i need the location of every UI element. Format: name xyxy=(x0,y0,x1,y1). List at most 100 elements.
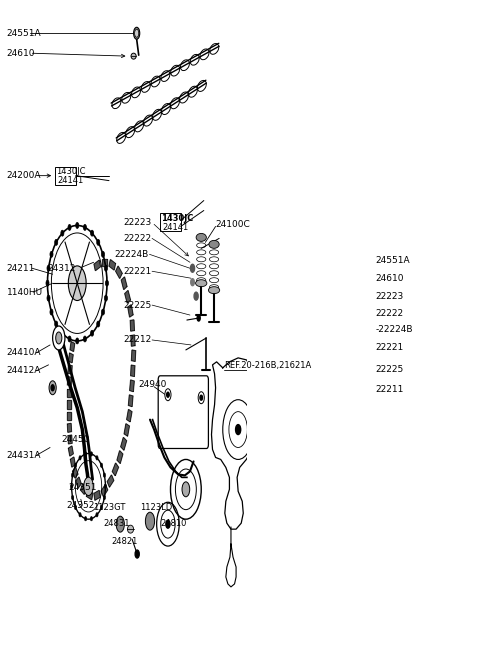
Text: 22224B: 22224B xyxy=(115,250,149,259)
Circle shape xyxy=(79,512,81,517)
Circle shape xyxy=(191,264,194,272)
Circle shape xyxy=(47,295,50,301)
Ellipse shape xyxy=(196,233,206,241)
Polygon shape xyxy=(71,457,75,467)
Circle shape xyxy=(90,516,93,521)
Text: 24141: 24141 xyxy=(162,223,189,232)
Text: 22225: 22225 xyxy=(375,365,404,374)
Text: 24211: 24211 xyxy=(7,263,35,273)
Polygon shape xyxy=(121,277,127,290)
Polygon shape xyxy=(68,365,72,374)
Polygon shape xyxy=(131,335,135,346)
Text: 22222: 22222 xyxy=(123,234,152,243)
Circle shape xyxy=(96,512,98,517)
Circle shape xyxy=(71,484,73,489)
Polygon shape xyxy=(107,475,114,487)
Circle shape xyxy=(167,392,169,397)
Circle shape xyxy=(50,309,53,315)
Text: 22221: 22221 xyxy=(123,267,152,276)
Text: 22223: 22223 xyxy=(375,292,404,301)
Circle shape xyxy=(55,239,58,245)
Circle shape xyxy=(103,495,106,500)
Text: 1430JC: 1430JC xyxy=(161,214,193,223)
Circle shape xyxy=(68,266,86,300)
Circle shape xyxy=(91,230,94,236)
Text: 1123GT: 1123GT xyxy=(93,503,125,512)
Circle shape xyxy=(101,309,105,315)
Circle shape xyxy=(91,330,94,336)
Circle shape xyxy=(134,30,139,37)
Polygon shape xyxy=(70,342,74,351)
Circle shape xyxy=(79,456,81,460)
Ellipse shape xyxy=(196,280,207,286)
Circle shape xyxy=(50,252,53,258)
Circle shape xyxy=(200,396,203,400)
Polygon shape xyxy=(109,260,116,270)
Polygon shape xyxy=(67,412,71,420)
Circle shape xyxy=(104,484,107,489)
Text: 24551A: 24551A xyxy=(7,29,41,37)
Polygon shape xyxy=(72,467,78,478)
Text: 22221: 22221 xyxy=(375,344,404,352)
Polygon shape xyxy=(68,376,72,386)
Polygon shape xyxy=(130,380,134,392)
Text: 22211: 22211 xyxy=(375,385,404,394)
Circle shape xyxy=(84,516,87,521)
Polygon shape xyxy=(102,259,108,266)
Circle shape xyxy=(90,452,93,456)
Polygon shape xyxy=(129,395,133,407)
Polygon shape xyxy=(117,451,123,463)
Polygon shape xyxy=(131,365,135,376)
Circle shape xyxy=(76,338,79,344)
Circle shape xyxy=(61,230,64,236)
Polygon shape xyxy=(125,290,131,303)
Polygon shape xyxy=(127,409,132,422)
Polygon shape xyxy=(86,489,93,500)
Circle shape xyxy=(194,292,198,300)
Polygon shape xyxy=(67,400,71,409)
Polygon shape xyxy=(130,320,134,331)
Text: 22222: 22222 xyxy=(375,309,404,317)
Ellipse shape xyxy=(131,53,136,59)
Circle shape xyxy=(51,385,54,391)
Text: 24610: 24610 xyxy=(7,49,35,58)
Polygon shape xyxy=(69,446,73,456)
Circle shape xyxy=(84,477,93,495)
Text: 22223: 22223 xyxy=(123,218,152,227)
Text: REF.20-216B,21621A: REF.20-216B,21621A xyxy=(224,361,312,371)
Circle shape xyxy=(334,272,340,284)
Text: 24810: 24810 xyxy=(160,518,187,528)
Text: 24450: 24450 xyxy=(62,435,90,444)
Ellipse shape xyxy=(209,240,219,248)
Circle shape xyxy=(56,332,62,344)
Circle shape xyxy=(103,473,106,477)
Circle shape xyxy=(341,381,345,389)
Circle shape xyxy=(106,280,108,286)
Text: 22225: 22225 xyxy=(123,301,152,309)
Polygon shape xyxy=(132,350,136,361)
Circle shape xyxy=(135,550,139,558)
Polygon shape xyxy=(67,389,71,397)
Circle shape xyxy=(197,315,200,321)
Circle shape xyxy=(96,239,100,245)
Polygon shape xyxy=(121,438,127,450)
Text: 24940: 24940 xyxy=(139,380,167,389)
Circle shape xyxy=(55,321,58,327)
Text: 24141: 24141 xyxy=(57,176,84,185)
Circle shape xyxy=(133,28,140,39)
Circle shape xyxy=(182,482,190,497)
Text: 24312: 24312 xyxy=(48,263,76,273)
Ellipse shape xyxy=(208,286,220,294)
Text: 1140HU: 1140HU xyxy=(7,288,43,297)
Circle shape xyxy=(96,321,100,327)
Circle shape xyxy=(100,463,103,467)
Text: -22224B: -22224B xyxy=(375,325,413,334)
Polygon shape xyxy=(128,305,133,317)
Circle shape xyxy=(49,381,56,395)
Circle shape xyxy=(74,505,77,510)
Text: 24610: 24610 xyxy=(375,274,404,283)
Polygon shape xyxy=(94,260,100,271)
Polygon shape xyxy=(124,424,129,436)
Circle shape xyxy=(145,512,155,530)
Polygon shape xyxy=(101,484,108,497)
